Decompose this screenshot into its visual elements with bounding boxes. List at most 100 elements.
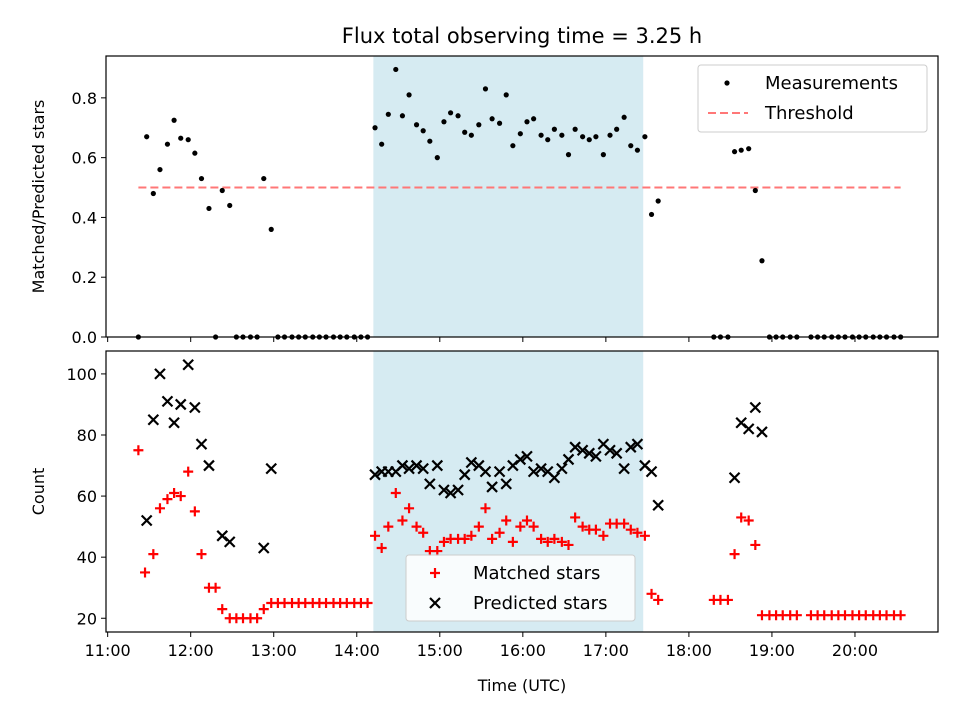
data-point [655,198,661,204]
data-point [157,166,163,173]
data-point [551,126,557,132]
x-tick-label: 18:00 [666,641,712,660]
data-point [494,527,505,538]
data-point [593,134,599,140]
data-point [586,137,592,143]
data-point [154,503,165,514]
data-point [752,187,758,194]
data-point [302,334,308,340]
data-point [432,546,443,557]
x-tick-label: 16:00 [500,641,546,660]
data-point [427,138,433,144]
y-axis-label: Matched/Predicted stars [29,100,48,294]
data-point [438,536,449,547]
data-point [147,413,160,426]
data-point [358,334,364,340]
data-point [140,567,151,578]
legend-label: Measurements [765,73,898,94]
data-point [563,539,574,550]
y-tick-label: 80 [77,426,97,445]
count-panel: 20 40 60 80 100 11:00 12:00 13:00 14:00 15:00 16:0… [29,350,939,695]
data-point [310,334,316,340]
data-point [476,122,482,128]
data-point [261,175,267,182]
data-point [383,521,394,532]
data-point [473,521,484,532]
data-point [569,441,581,453]
data-point [487,533,498,544]
ratio-panel: 0.0 0.2 0.4 0.6 0.8 Matched/Predicted stars Me… [29,55,939,347]
legend-swatch [430,568,440,578]
y-tick-label: 20 [77,609,97,628]
data-point [725,334,731,340]
legend-box [405,554,636,622]
data-point [404,503,415,514]
data-point [863,334,869,340]
data-point [590,524,601,535]
data-point [545,137,551,143]
data-point [742,423,755,435]
data-point [510,143,516,149]
data-point [219,187,225,194]
y-tick-label: 0.0 [72,328,97,347]
data-point [815,334,821,340]
data-point [150,190,156,197]
data-point [500,478,513,490]
data-point [743,515,754,526]
data-point [856,334,862,340]
data-point [610,447,623,460]
data-point [362,597,373,608]
data-point [385,111,391,117]
data-point [164,141,171,147]
data-point [265,462,278,475]
data-point [468,132,474,138]
data-point [323,334,329,340]
data-point [562,453,575,466]
data-point [410,459,423,472]
data-point [396,459,409,472]
data-point [791,610,802,621]
data-point [556,536,567,547]
data-point [330,334,337,340]
data-point [607,132,613,138]
legend-label: Threshold [764,103,854,124]
data-point [493,465,506,478]
y-tick-label: 40 [77,548,97,567]
y-tick-label: 0.6 [72,149,97,168]
data-point [717,334,724,340]
data-point [420,128,426,134]
data-point [431,459,444,472]
data-point [275,334,281,340]
data-point [154,368,166,380]
data-point [515,521,526,532]
data-point [162,494,173,505]
data-point [393,66,399,73]
data-point [192,150,198,156]
legend-label: Matched stars [473,563,600,584]
data-point [182,358,194,371]
x-tick-label: 17:00 [583,641,629,660]
x-tick-label: 19:00 [749,641,795,660]
data-point [535,462,547,475]
series-matched-stars [133,445,906,624]
data-point [171,117,177,123]
data-point [600,152,606,158]
data-point [459,533,470,544]
data-point [624,441,637,453]
data-point [517,131,523,137]
data-point [168,416,180,429]
data-point [625,524,636,535]
data-point [406,92,412,98]
data-point [766,334,773,340]
data-point [397,515,408,526]
data-point [738,147,744,153]
data-point [462,129,468,135]
data-point [646,588,657,599]
data-point [178,135,184,141]
data-point [376,543,387,554]
data-point [254,334,260,340]
data-point [631,438,644,450]
data-point [590,450,602,463]
y-tick-label: 0.2 [72,268,97,287]
